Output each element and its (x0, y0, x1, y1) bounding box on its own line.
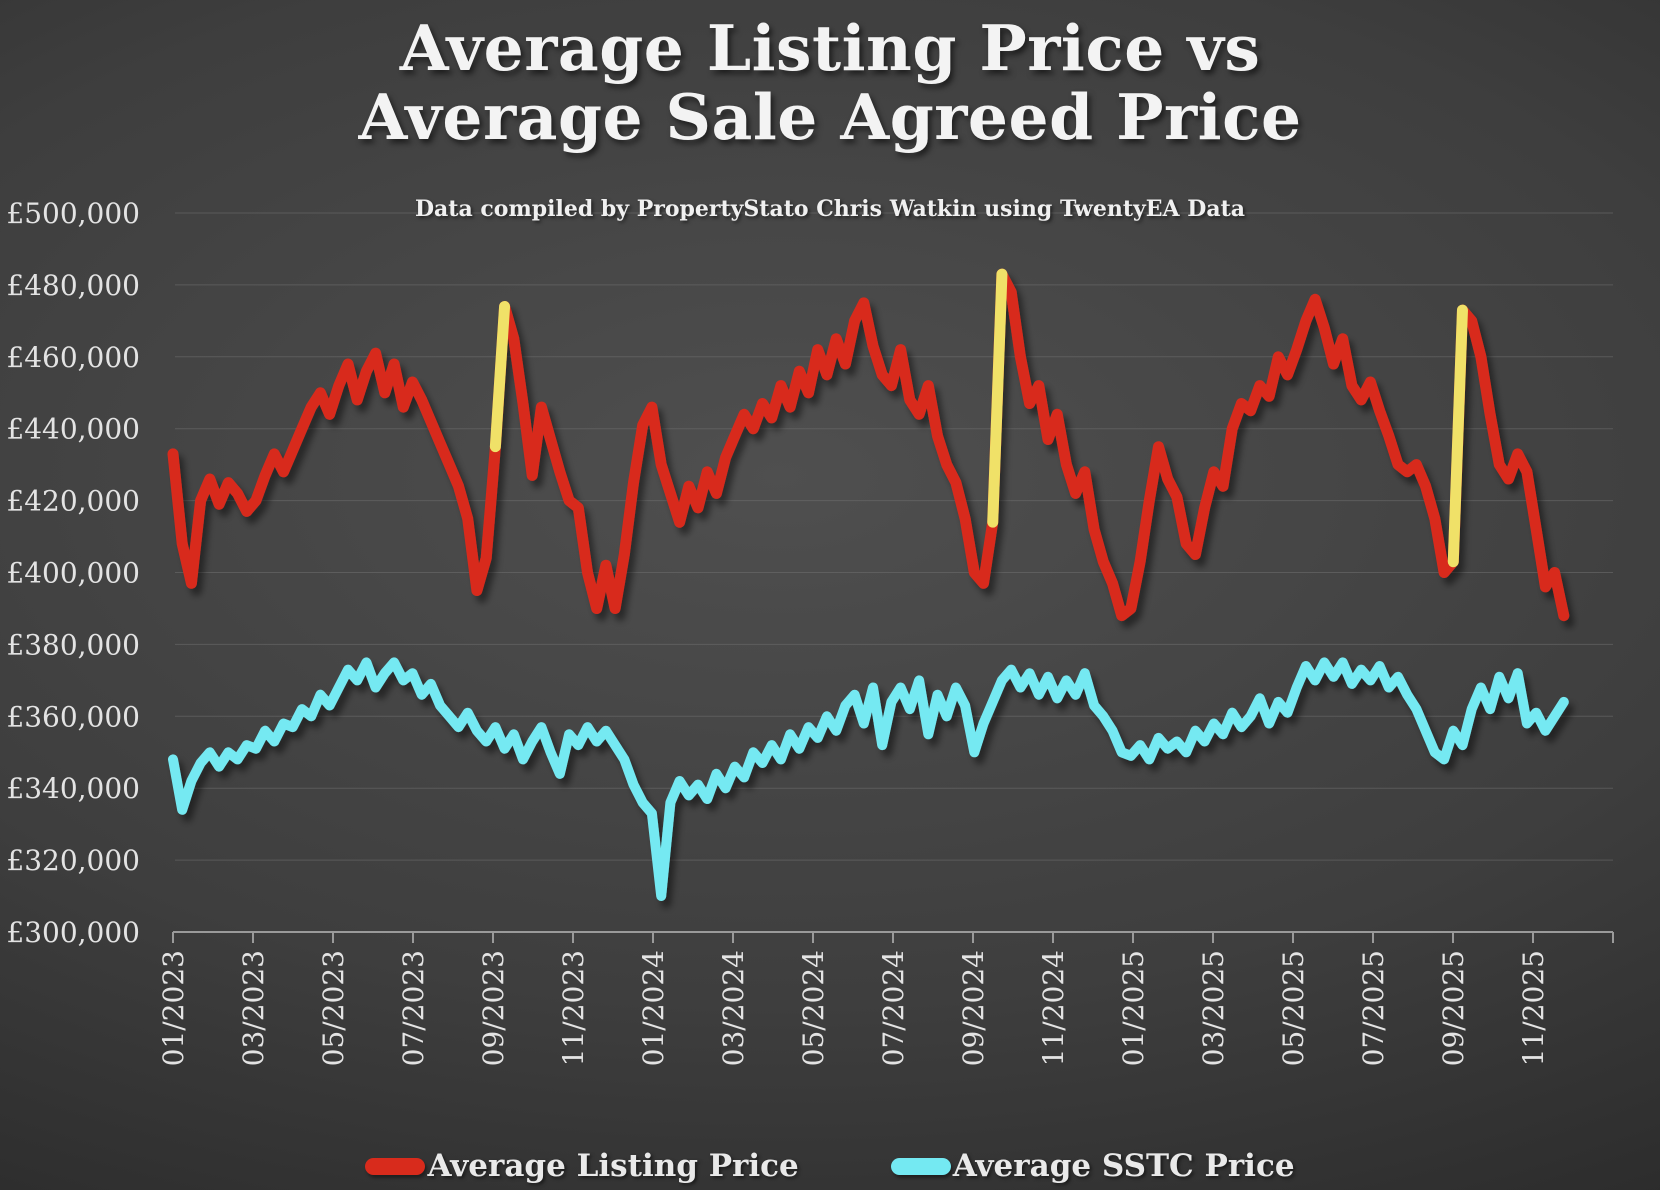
y-tick-label: £500,000 (6, 197, 140, 230)
y-tick-label: £440,000 (6, 413, 140, 446)
legend-swatch-sstc-price (890, 1157, 951, 1175)
chart-title: Average Listing Price vs Average Sale Ag… (0, 14, 1660, 151)
chart-title-line2: Average Sale Agreed Price (358, 79, 1302, 154)
x-tick-label: 07/2023 (397, 950, 430, 1066)
x-tick-label: 03/2024 (717, 950, 750, 1066)
x-tick-label: 11/2025 (1517, 950, 1550, 1066)
x-tick-label: 05/2024 (797, 950, 830, 1066)
y-tick-label: £380,000 (6, 628, 140, 661)
x-tick-label: 09/2025 (1437, 950, 1470, 1066)
legend-label-listing-price: Average Listing Price (427, 1148, 799, 1184)
x-axis (172, 931, 1614, 943)
y-tick-label: £340,000 (6, 772, 140, 805)
chart-subtitle: Data compiled by PropertyStato Chris Wat… (414, 196, 1246, 222)
x-tick-label: 09/2023 (477, 950, 510, 1066)
x-tick-label: 11/2023 (557, 950, 590, 1066)
highlight-segment (987, 268, 1008, 528)
data-series (167, 268, 1570, 901)
legend-swatch-listing-price (365, 1157, 426, 1175)
x-tick-label: 05/2023 (317, 950, 350, 1066)
y-tick-label: £420,000 (6, 485, 140, 518)
y-tick-label: £400,000 (6, 557, 140, 590)
highlight-segment (1447, 304, 1468, 568)
x-tick-label: 09/2024 (957, 950, 990, 1066)
sstc-price-line (168, 657, 1569, 901)
x-axis-labels: 01/2023 03/2023 05/2023 07/2023 09/2023 11/20… (157, 950, 1550, 1066)
y-tick-label: £320,000 (6, 844, 140, 877)
y-tick-label: £360,000 (6, 700, 140, 733)
chart-title-line1: Average Listing Price vs (399, 11, 1261, 85)
y-tick-label: £460,000 (6, 341, 140, 374)
legend-item-listing-price: Average Listing Price (365, 1148, 799, 1184)
x-tick-label: 01/2024 (637, 950, 670, 1066)
y-axis-labels: £300,000 £320,000 £340,000 £360,000 £380,000… (6, 197, 140, 949)
listing-price-line (167, 268, 1570, 622)
x-tick-label: 07/2025 (1357, 950, 1390, 1066)
y-tick-label: £480,000 (6, 269, 140, 302)
legend-item-sstc-price: Average SSTC Price (890, 1148, 1295, 1184)
highlight-segment (489, 300, 511, 453)
x-tick-label: 11/2024 (1037, 950, 1070, 1066)
gridlines (175, 212, 1613, 861)
x-tick-label: 01/2023 (157, 950, 190, 1066)
x-tick-label: 03/2025 (1197, 950, 1230, 1066)
x-tick-label: 01/2025 (1117, 950, 1150, 1066)
x-tick-label: 05/2025 (1277, 950, 1310, 1066)
y-tick-label: £300,000 (6, 916, 140, 949)
x-tick-label: 07/2024 (877, 950, 910, 1066)
x-tick-label: 03/2023 (237, 950, 270, 1066)
legend: Average Listing Price Average SSTC Price (0, 1148, 1660, 1184)
legend-label-sstc-price: Average SSTC Price (952, 1148, 1295, 1184)
